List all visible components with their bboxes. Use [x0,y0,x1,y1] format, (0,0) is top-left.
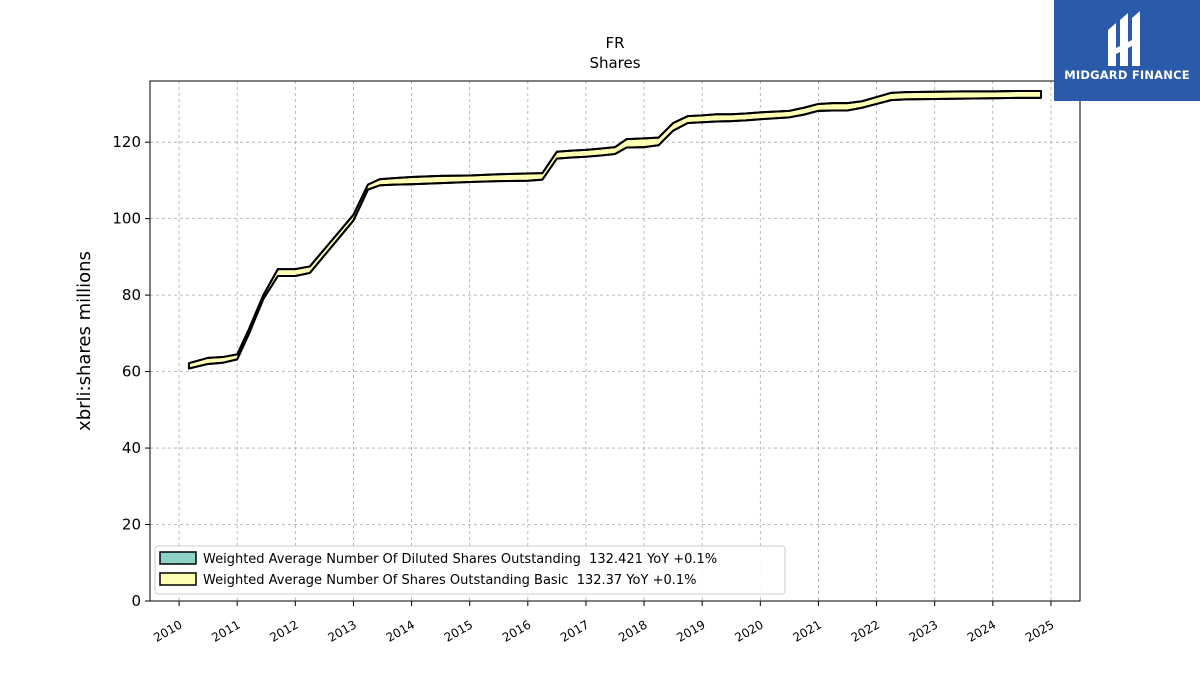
y-tick-label: 80 [122,286,141,304]
x-tick-label: 2025 [1023,617,1056,644]
x-tick-label: 2023 [907,617,940,644]
x-tick-label: 2011 [209,617,242,644]
x-tick-label: 2020 [732,617,765,644]
legend-swatch-diluted [159,551,197,565]
y-tick-label: 40 [122,439,141,457]
y-axis-label: xbrli:shares millions [74,251,95,431]
x-tick-label: 2017 [558,617,591,644]
chart-subtitle: Shares [589,54,640,72]
basic-shares-line [188,96,1042,370]
x-tick-label: 2013 [325,617,358,644]
brand-name: MIDGARD FINANCE [1064,68,1190,82]
legend-label-basic: Weighted Average Number Of Shares Outsta… [203,573,697,588]
y-tick-label: 60 [122,363,141,381]
legend-swatch-basic [159,572,197,586]
series-area [187,89,1043,370]
shares-band-area [187,89,1043,370]
x-tick-label: 2024 [965,617,998,644]
x-tick-label: 2015 [442,617,475,644]
y-tick-label: 20 [122,516,141,534]
x-tick-label: 2022 [849,617,882,644]
x-tick-label: 2019 [674,617,707,644]
x-tick-label: 2012 [267,617,300,644]
y-tick-label: 120 [112,133,141,151]
grid [150,81,1080,602]
x-tick-label: 2010 [151,617,184,644]
legend-box [154,545,786,595]
plot-frame [149,80,1081,602]
x-tick-label: 2021 [790,617,823,644]
midgard-logo-icon [1108,11,1140,66]
x-tick-label: 2018 [616,617,649,644]
chart-title: FR [605,34,624,52]
legend-label-diluted: Weighted Average Number Of Diluted Share… [203,552,717,567]
x-tick-label: 2016 [500,617,533,644]
x-tick-label: 2014 [384,617,417,644]
y-tick-label: 0 [131,592,141,610]
legend: Weighted Average Number Of Diluted Share… [154,545,786,595]
diluted-shares-line [188,89,1042,365]
y-tick-label: 100 [112,210,141,228]
brand-logo: MIDGARD FINANCE [1054,0,1200,101]
